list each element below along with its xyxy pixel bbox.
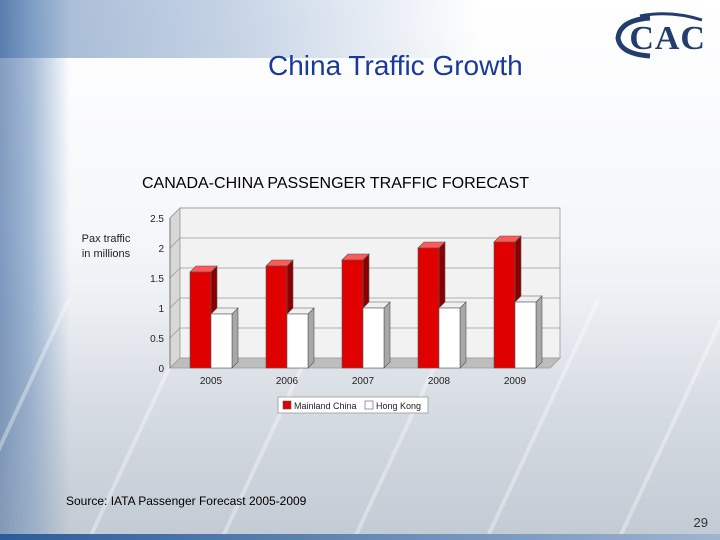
legend-label: Hong Kong — [376, 401, 421, 411]
bar-hong-kong — [362, 307, 385, 369]
bar-side — [231, 307, 239, 369]
header-band — [0, 0, 640, 58]
x-tick-label: 2009 — [504, 376, 527, 387]
cac-logo-swoosh — [615, 12, 703, 59]
footer-bar — [0, 534, 720, 540]
y-tick-label: 0.5 — [150, 334, 164, 345]
bar-hong-kong — [438, 307, 461, 369]
y-tick-label: 2.5 — [150, 214, 164, 225]
source-note: Source: IATA Passenger Forecast 2005-200… — [66, 494, 307, 508]
bar-side — [383, 301, 391, 369]
bar-side — [535, 295, 543, 369]
bar-hong-kong — [210, 313, 233, 369]
slide-title: China Traffic Growth — [268, 50, 523, 81]
gridline — [169, 237, 560, 249]
side-band — [0, 0, 70, 540]
chart-side-wall — [169, 207, 181, 369]
x-tick-label: 2005 — [200, 376, 223, 387]
y-tick-label: 1.5 — [150, 274, 164, 285]
legend-box — [277, 396, 429, 414]
legend-label: Mainland China — [294, 401, 357, 411]
y-tick-label: 2 — [158, 244, 164, 255]
legend-swatch — [282, 400, 292, 410]
page-number: 29 — [693, 515, 708, 530]
bar-mainland-china — [189, 271, 212, 369]
y-tick-label: 1 — [158, 304, 164, 315]
bar-hong-kong — [286, 313, 309, 369]
x-tick-label: 2008 — [428, 376, 451, 387]
x-tick-label: 2007 — [352, 376, 375, 387]
y-axis-label: Pax traffic in millions — [81, 233, 131, 260]
y-tick-label: 0 — [158, 364, 164, 375]
legend-swatch — [364, 400, 374, 410]
gridline — [169, 207, 560, 219]
bar-mainland-china — [493, 241, 516, 369]
bar-mainland-china — [417, 247, 440, 369]
bar-mainland-china — [265, 265, 288, 369]
bar-hong-kong — [514, 301, 537, 369]
bar-side — [307, 307, 315, 369]
bar-side — [459, 301, 467, 369]
bar-mainland-china — [341, 259, 364, 369]
x-tick-label: 2006 — [276, 376, 299, 387]
cac-logo: CAC — [629, 20, 706, 57]
chart-title: CANADA-CHINA PASSENGER TRAFFIC FORECAST — [142, 175, 530, 192]
